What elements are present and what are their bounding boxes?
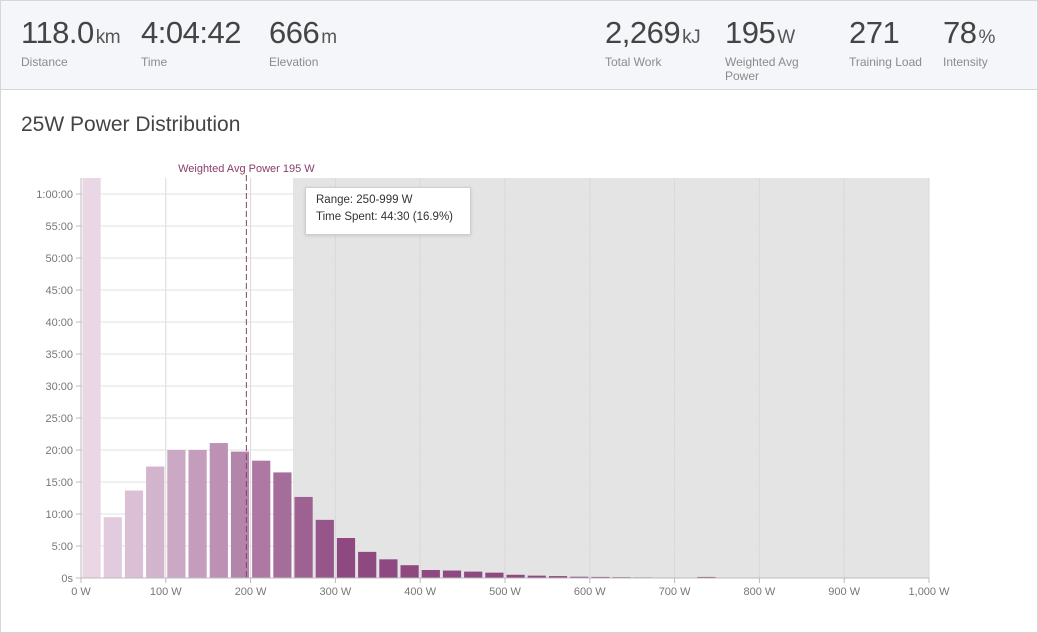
ride-stats-bar: 118.0 km Distance 4:04:42 Time 666 m Eleva… xyxy=(1,1,1037,90)
chart-tooltip: Range: 250-999 W Time Spent: 44:30 (16.9… xyxy=(305,187,471,235)
histogram-bar xyxy=(124,490,144,578)
y-tick-label: 30:00 xyxy=(45,381,73,393)
x-tick-label: 800 W xyxy=(744,586,776,598)
stat-elevation: 666 m Elevation xyxy=(269,15,337,69)
stat-unit: % xyxy=(978,27,995,48)
y-tick-label: 35:00 xyxy=(45,349,73,361)
x-tick-label: 100 W xyxy=(150,586,182,598)
histogram-bar xyxy=(548,576,568,578)
y-tick-label: 10:00 xyxy=(45,509,73,521)
histogram-bar xyxy=(146,466,165,578)
tooltip-time-spent: Time Spent: 44:30 (16.9%) xyxy=(316,211,454,223)
histogram-bar xyxy=(442,570,462,578)
tooltip-range: Range: 250-999 W xyxy=(316,194,413,206)
y-tick-label: 5:00 xyxy=(52,541,73,553)
histogram-bar xyxy=(167,450,186,578)
histogram-bar xyxy=(188,450,207,578)
y-tick-label: 1:00:00 xyxy=(36,189,73,201)
histogram-bar xyxy=(230,451,250,578)
histogram-bar xyxy=(400,565,419,578)
x-tick-label: 0 W xyxy=(71,586,91,598)
stat-label: Weighted Avg Power xyxy=(725,55,799,83)
x-tick-label: 300 W xyxy=(320,586,352,598)
selected-range-highlight xyxy=(293,178,929,578)
x-tick-label: 600 W xyxy=(574,586,606,598)
histogram-bar xyxy=(570,576,589,578)
stat-value: 195 W xyxy=(725,15,795,50)
stat-label: Total Work xyxy=(605,55,662,69)
y-tick-label: 0s xyxy=(61,573,73,585)
x-tick-label: 200 W xyxy=(235,586,267,598)
stat-value: 118.0 km xyxy=(21,15,121,50)
y-tick-label: 25:00 xyxy=(45,413,73,425)
histogram-bar xyxy=(252,460,271,578)
x-tick-label: 500 W xyxy=(489,586,521,598)
x-tick-label: 400 W xyxy=(404,586,436,598)
y-tick-label: 55:00 xyxy=(45,221,73,233)
stat-time: 4:04:42 Time xyxy=(141,15,243,69)
stat-value: 78% xyxy=(943,15,995,50)
y-tick-label: 15:00 xyxy=(45,477,73,489)
histogram-bar xyxy=(336,538,356,578)
x-tick-label: 1,000 W xyxy=(909,586,951,598)
histogram-bar xyxy=(103,517,122,578)
histogram-bar xyxy=(506,574,525,578)
stat-label: Intensity xyxy=(943,55,988,69)
y-tick-label: 20:00 xyxy=(45,445,73,457)
stat-distance: 118.0 km Distance xyxy=(21,15,121,69)
histogram-bar xyxy=(209,443,228,578)
histogram-bar xyxy=(315,519,334,578)
x-tick-label: 900 W xyxy=(828,586,860,598)
stat-label: Elevation xyxy=(269,55,319,69)
histogram-bar xyxy=(273,472,292,578)
stat-label: Time xyxy=(141,55,168,69)
histogram-bar xyxy=(591,576,610,578)
weighted-avg-power-label: Weighted Avg Power 195 W xyxy=(178,163,315,175)
y-tick-label: 50:00 xyxy=(45,253,73,265)
y-tick-label: 45:00 xyxy=(45,285,73,297)
stat-unit: km xyxy=(95,27,121,48)
histogram-bar xyxy=(421,570,440,578)
stat-unit: kJ xyxy=(682,27,701,48)
histogram-bar xyxy=(485,572,504,578)
stat-total-work: 2,269 kJ Total Work xyxy=(605,15,701,69)
histogram-bar xyxy=(379,559,398,578)
stat-unit: m xyxy=(321,27,337,48)
stat-unit: W xyxy=(777,27,795,48)
stat-weighted-avg-power: 195 W Weighted Avg Power xyxy=(725,15,820,83)
stat-intensity: 78% Intensity xyxy=(943,15,995,69)
stat-label: Distance xyxy=(21,55,68,69)
stat-value: 666 m xyxy=(269,15,337,50)
chart-title: 25W Power Distribution xyxy=(21,113,241,136)
x-tick-label: 700 W xyxy=(659,586,691,598)
histogram-bar xyxy=(358,551,377,578)
histogram-bar xyxy=(464,571,483,578)
stat-value: 271 xyxy=(849,15,900,50)
y-tick-label: 40:00 xyxy=(45,317,73,329)
histogram-bar xyxy=(527,575,546,578)
stat-training-load: 271 Training Load xyxy=(849,15,922,69)
stat-label: Training Load xyxy=(849,55,922,69)
histogram-bar xyxy=(294,496,313,578)
histogram-bar xyxy=(82,178,101,578)
stat-value: 2,269 kJ xyxy=(605,15,701,50)
stat-value: 4:04:42 xyxy=(141,15,241,50)
histogram-bar xyxy=(697,576,716,578)
